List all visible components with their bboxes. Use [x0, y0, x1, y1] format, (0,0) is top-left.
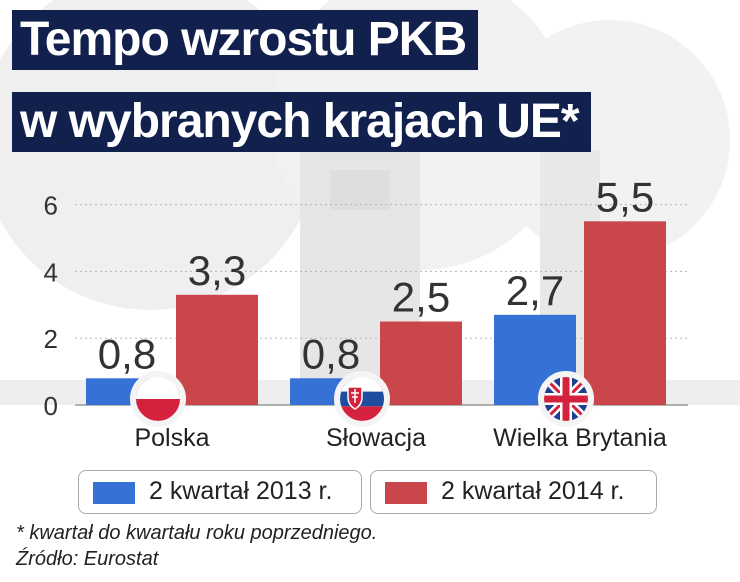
- category-label: Polska: [134, 424, 209, 452]
- chart-title-line-2: w wybranych krajach UE*: [12, 92, 591, 152]
- y-tick-label: 2: [44, 324, 58, 354]
- data-label: 2,5: [392, 274, 450, 321]
- legend-label-2013: 2 kwartał 2013 r.: [149, 477, 333, 505]
- bar: [380, 321, 462, 405]
- legend-item-2013: 2 kwartał 2013 r.: [78, 470, 362, 514]
- legend-swatch-2014: [385, 482, 427, 504]
- legend-item-2014: 2 kwartał 2014 r.: [370, 470, 657, 514]
- footnote: * kwartał do kwartału roku poprzedniego.: [16, 522, 378, 544]
- category-label: Słowacja: [326, 424, 426, 452]
- bar: [176, 294, 258, 405]
- flag-poland-icon: [130, 371, 186, 427]
- y-tick-label: 4: [44, 257, 58, 287]
- data-label: 0,8: [98, 330, 156, 377]
- data-label: 5,5: [596, 173, 654, 220]
- flag-slovakia-icon: [334, 371, 390, 427]
- source-note: Źródło: Eurostat: [16, 548, 159, 570]
- flag-uk-icon: [538, 371, 594, 427]
- bar: [584, 221, 666, 405]
- category-label: Wielka Brytania: [493, 424, 667, 452]
- chart-title-line-1: Tempo wzrostu PKB: [12, 10, 479, 70]
- data-label: 0,8: [302, 330, 360, 377]
- legend-label-2014: 2 kwartał 2014 r.: [441, 477, 625, 505]
- y-tick-label: 0: [44, 391, 58, 421]
- data-label: 2,7: [506, 267, 564, 314]
- data-label: 3,3: [188, 247, 246, 294]
- legend-swatch-2013: [93, 482, 135, 504]
- y-tick-label: 6: [44, 191, 58, 221]
